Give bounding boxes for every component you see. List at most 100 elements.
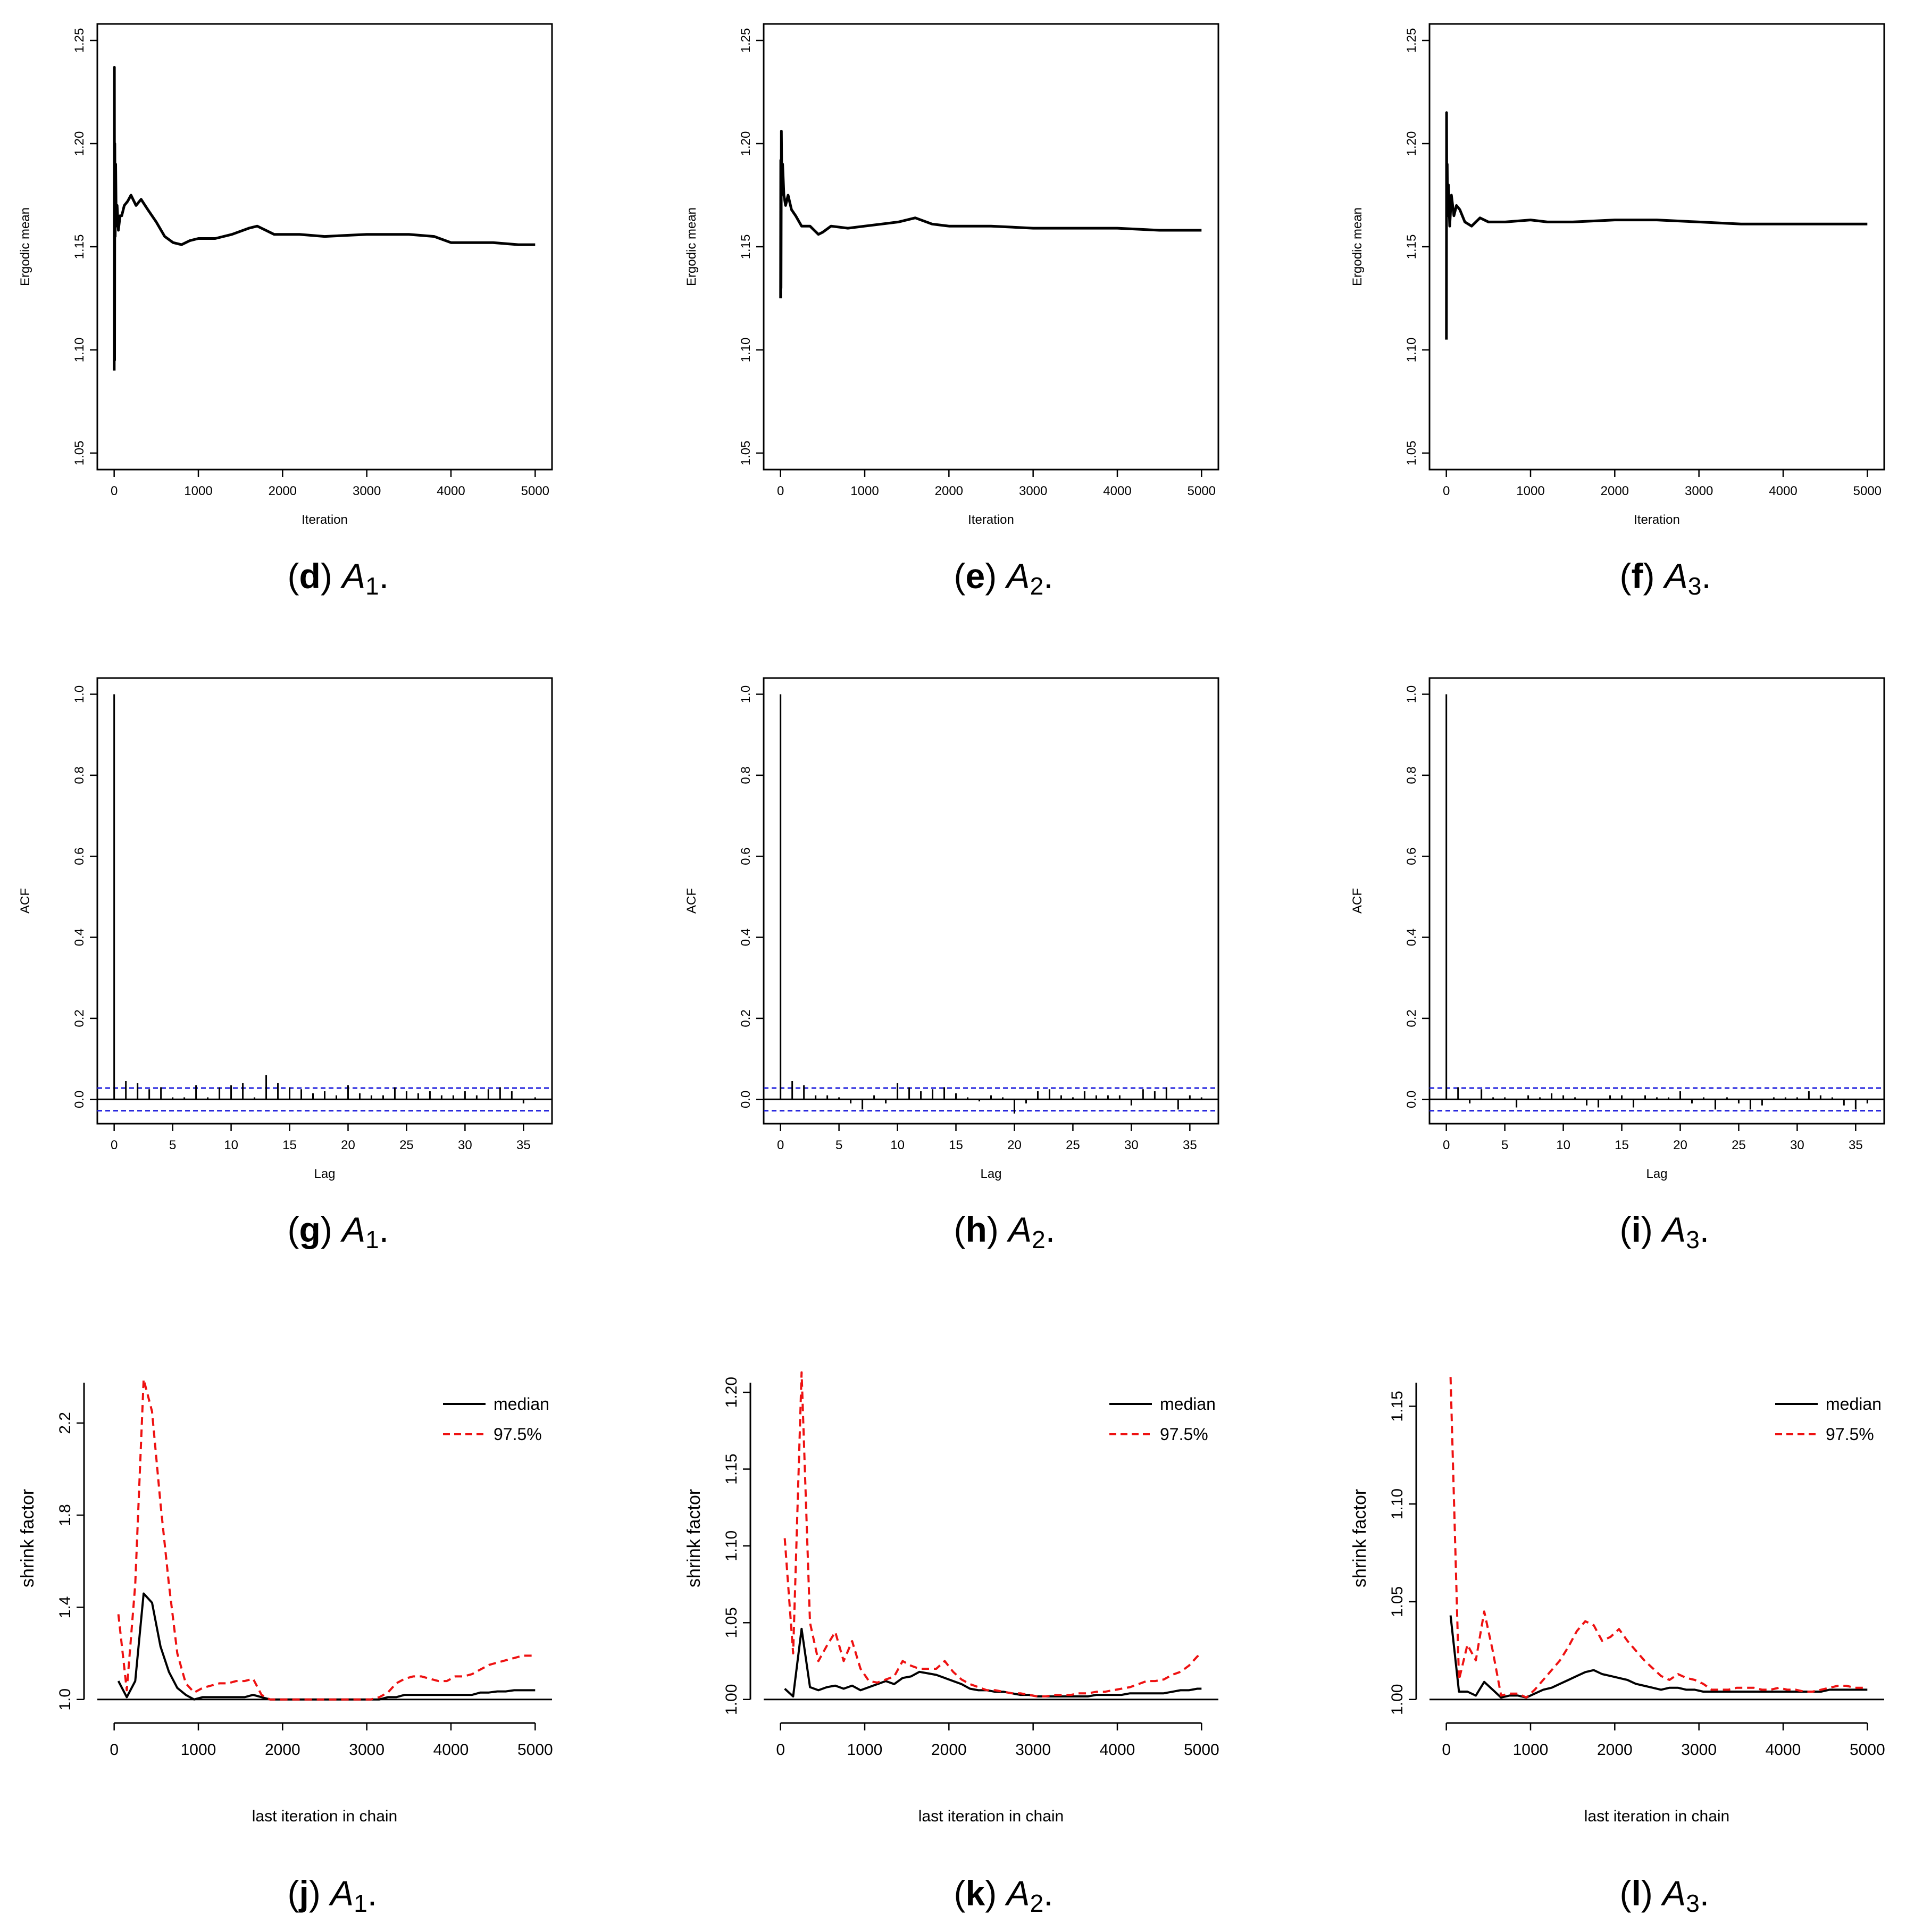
plot-frame [1428, 677, 1885, 1125]
y-tick-label: 1.10 [1389, 1488, 1406, 1519]
x-tick-label: 0 [1443, 1138, 1450, 1152]
x-tick-label: 1000 [850, 484, 879, 498]
x-tick-label: 20 [1673, 1138, 1687, 1152]
y-tick-label: 0.2 [72, 1009, 87, 1027]
y-tick-label: 1.15 [739, 235, 753, 260]
y-tick-label: 0.0 [739, 1091, 753, 1108]
x-tick-label: 15 [282, 1138, 297, 1152]
series-line-q975 [117, 1378, 536, 1701]
panel-caption: (j) A1. [288, 1874, 378, 1917]
panel-caption: (k) A2. [954, 1874, 1054, 1917]
series-line-q975 [783, 1371, 1202, 1697]
y-tick-label: 1.05 [1405, 441, 1419, 466]
panel-h: 0 5 10 15 20 25 30 35 0.0 0.2 0.4 0.6 0.8 1.0 Lag ACF (h… [684, 677, 1219, 1253]
x-tick-label: 3000 [349, 1741, 384, 1759]
x-tick-label: 25 [1066, 1138, 1080, 1152]
ergodic-mean-line [1445, 111, 1868, 340]
x-tick-label: 2000 [265, 1741, 300, 1759]
y-tick-label: 1.05 [723, 1607, 740, 1638]
x-tick-label: 3000 [353, 484, 381, 498]
x-tick-label: 15 [1615, 1138, 1629, 1152]
x-tick-label: 4000 [1103, 484, 1131, 498]
x-tick-label: 0 [1442, 1741, 1451, 1759]
y-axis-label: ACF [684, 888, 699, 914]
y-tick-label: 1.10 [723, 1530, 740, 1561]
x-tick-label: 3000 [1681, 1741, 1717, 1759]
y-tick-label: 1.0 [72, 685, 87, 703]
x-tick-label: 5 [169, 1138, 176, 1152]
x-tick-label: 1000 [847, 1741, 883, 1759]
x-tick-label: 1000 [184, 484, 212, 498]
panel-f: 0 1000 2000 3000 4000 5000 1.05 1.10 1.15 1.20 1.2… [1350, 23, 1885, 600]
x-tick-label: 2000 [1601, 484, 1629, 498]
legend-label: median [494, 1394, 549, 1414]
ergodic-mean-line [779, 130, 1202, 299]
x-axis-label: last iteration in chain [918, 1808, 1064, 1825]
x-tick-label: 30 [1790, 1138, 1804, 1152]
x-axis-label: Lag [1646, 1167, 1667, 1181]
y-tick-label: 1.0 [739, 685, 753, 703]
y-tick-label: 1.15 [1389, 1391, 1406, 1421]
x-tick-label: 20 [341, 1138, 355, 1152]
x-axis-label: Lag [980, 1167, 1001, 1181]
x-tick-label: 30 [1124, 1138, 1139, 1152]
x-tick-label: 1000 [181, 1741, 216, 1759]
y-tick-label: 1.20 [72, 131, 87, 156]
y-tick-label: 1.25 [1405, 28, 1419, 53]
x-tick-label: 2000 [935, 484, 963, 498]
y-tick-label: 1.25 [739, 28, 753, 53]
x-axis-label: Iteration [968, 513, 1014, 527]
series-line-median [784, 1627, 1202, 1697]
y-axis-label: Ergodic mean [18, 207, 32, 286]
x-tick-label: 4000 [1100, 1741, 1135, 1759]
series-line-q975 [1449, 1377, 1868, 1699]
y-tick-label: 1.25 [72, 28, 87, 53]
panel-d: 0 1000 2000 3000 4000 5000 1.05 1.10 1.15 1.20 1.2… [18, 23, 553, 600]
x-axis-label: Iteration [1634, 513, 1680, 527]
x-tick-label: 35 [1183, 1138, 1197, 1152]
x-tick-label: 0 [1443, 484, 1450, 498]
panel-caption: (h) A2. [954, 1210, 1056, 1253]
x-tick-label: 1000 [1513, 1741, 1549, 1759]
plot-frame [1428, 23, 1885, 471]
y-tick-label: 1.20 [739, 131, 753, 156]
x-tick-label: 2000 [1597, 1741, 1633, 1759]
x-tick-label: 0 [777, 1138, 784, 1152]
y-tick-label: 1.20 [1405, 131, 1419, 156]
plot-frame [96, 23, 553, 471]
x-tick-label: 5000 [521, 484, 549, 498]
y-tick-label: 1.15 [723, 1453, 740, 1484]
plot-frame [763, 23, 1219, 471]
panel-i: 0 5 10 15 20 25 30 35 0.0 0.2 0.4 0.6 0.8 1.0 Lag ACF (i… [1350, 677, 1885, 1253]
series-line-median [117, 1592, 536, 1701]
x-tick-label: 2000 [931, 1741, 967, 1759]
legend-label: median [1826, 1394, 1882, 1414]
legend-label: 97.5% [1826, 1425, 1874, 1444]
x-tick-label: 4000 [437, 484, 465, 498]
panel-caption: (d) A1. [288, 556, 389, 600]
y-tick-label: 1.8 [56, 1504, 74, 1526]
y-axis-label: shrink factor [684, 1489, 704, 1587]
y-tick-label: 1.20 [723, 1377, 740, 1408]
y-tick-label: 1.10 [72, 338, 87, 363]
x-tick-label: 25 [399, 1138, 414, 1152]
x-tick-label: 4000 [433, 1741, 469, 1759]
x-tick-label: 25 [1732, 1138, 1746, 1152]
x-tick-label: 1000 [1516, 484, 1544, 498]
y-tick-label: 1.4 [56, 1596, 74, 1619]
ergodic-mean-line [113, 66, 536, 371]
x-tick-label: 5000 [1850, 1741, 1885, 1759]
y-tick-label: 0.2 [739, 1009, 753, 1027]
x-tick-label: 0 [777, 484, 784, 498]
x-tick-label: 0 [776, 1741, 785, 1759]
x-tick-label: 5 [835, 1138, 842, 1152]
y-axis-label: Ergodic mean [1350, 207, 1365, 286]
y-tick-label: 0.6 [1405, 848, 1419, 865]
panel-caption: (i) A3. [1620, 1210, 1710, 1253]
panel-k: 0 1000 2000 3000 4000 5000 1.00 1.05 1.10 1.15 1.2… [684, 1371, 1219, 1917]
y-axis-label: shrink factor [18, 1489, 38, 1587]
x-tick-label: 35 [516, 1138, 531, 1152]
y-tick-label: 0.4 [1405, 929, 1419, 946]
y-tick-label: 1.10 [1405, 338, 1419, 363]
